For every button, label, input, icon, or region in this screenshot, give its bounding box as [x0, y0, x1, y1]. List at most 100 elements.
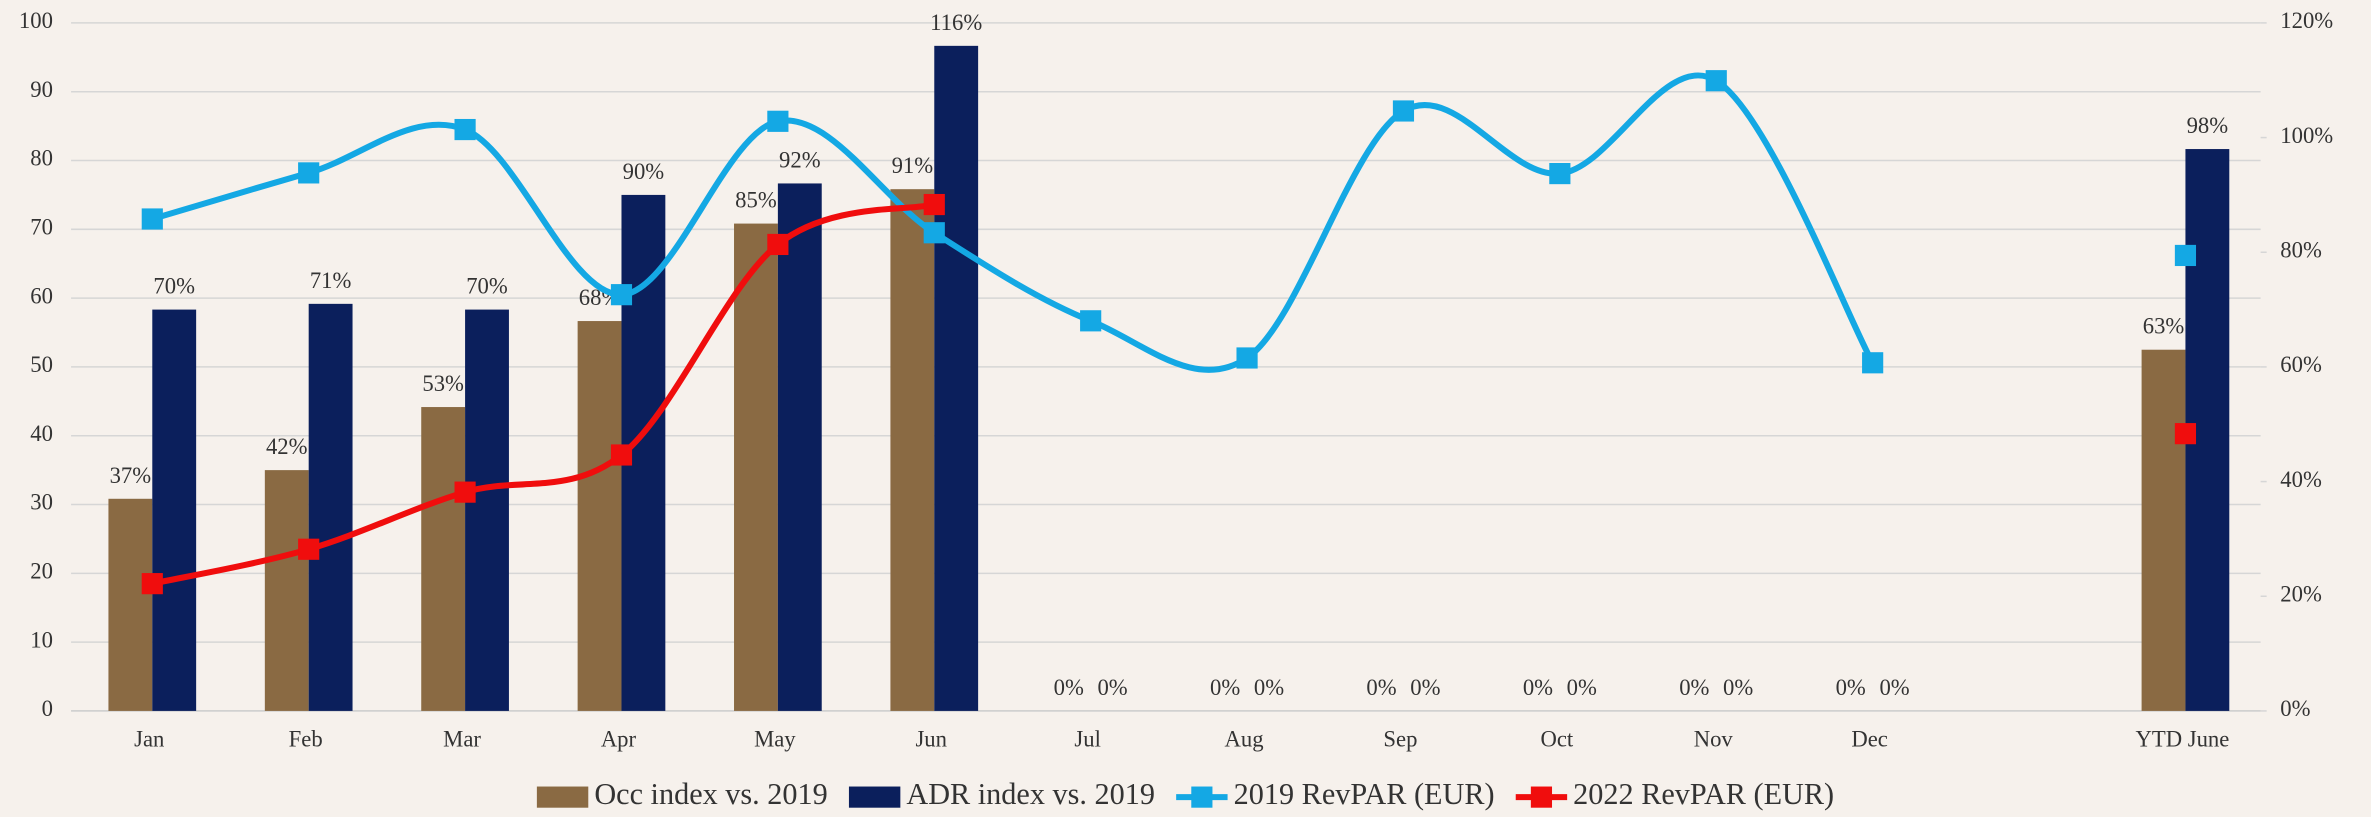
- bar: [308, 303, 353, 711]
- bar: [934, 45, 979, 711]
- data-label: 85%: [735, 188, 777, 213]
- legend: Occ index vs. 2019 ADR index vs. 2019 2019…: [536, 777, 1834, 811]
- data-label: 53%: [422, 371, 464, 396]
- legend-label: Occ index vs. 2019: [594, 777, 827, 811]
- point: [1236, 347, 1258, 369]
- point: [454, 118, 476, 141]
- y-tick-label: 100: [19, 8, 53, 33]
- x-tick-label: May: [754, 726, 796, 751]
- x-tick-label: Aug: [1225, 726, 1264, 751]
- point: [767, 233, 789, 256]
- bar: [2141, 349, 2186, 711]
- legend-item: 2022 RevPAR (EUR): [1515, 777, 1834, 811]
- bar: [108, 498, 153, 711]
- bar: [890, 189, 935, 711]
- y2-tick-label: 80%: [2280, 237, 2322, 262]
- legend-swatch: [536, 786, 589, 808]
- point: [1549, 163, 1571, 185]
- data-label: 98%: [2187, 113, 2229, 138]
- y-tick-label: 20: [30, 559, 53, 584]
- x-tick-label: Mar: [443, 726, 481, 751]
- point: [298, 162, 320, 184]
- bar: [264, 470, 309, 711]
- data-label: 92%: [779, 147, 821, 172]
- bar: [465, 309, 509, 711]
- data-label: 0%: [1879, 675, 1909, 700]
- y-tick-label: 90: [30, 77, 53, 102]
- legend-item: 2019 RevPAR (EUR): [1176, 777, 1495, 811]
- y2-tick-label: 120%: [2280, 8, 2333, 33]
- bar: [577, 321, 622, 711]
- point: [1862, 352, 1884, 374]
- data-label: 0%: [1836, 675, 1866, 700]
- data-label: 63%: [2143, 314, 2185, 339]
- point: [2174, 244, 2197, 267]
- data-label: 0%: [1097, 675, 1127, 700]
- y2-tick-label: 40%: [2280, 467, 2322, 492]
- data-label: 0%: [1723, 675, 1753, 700]
- legend-label: 2019 RevPAR (EUR): [1234, 777, 1495, 811]
- x-tick-label: Sep: [1383, 726, 1417, 751]
- data-label: 71%: [310, 268, 352, 293]
- x-tick-label: Jan: [134, 726, 164, 751]
- y-tick-label: 80: [30, 146, 53, 171]
- point: [141, 573, 163, 595]
- bar: [734, 223, 778, 711]
- y-tick-label: 50: [30, 352, 53, 377]
- point: [610, 284, 633, 306]
- data-label: 0%: [1210, 675, 1240, 700]
- point: [767, 110, 789, 132]
- x-tick-label: Jun: [915, 726, 947, 751]
- point: [298, 538, 320, 560]
- point: [923, 222, 945, 244]
- point: [1392, 100, 1415, 122]
- y-tick-label: 40: [30, 421, 53, 446]
- point: [923, 193, 945, 216]
- data-label: 70%: [466, 274, 508, 299]
- bar: [421, 407, 466, 711]
- y2-tick-label: 60%: [2280, 352, 2322, 377]
- bar: [777, 183, 822, 711]
- data-label: 0%: [1366, 675, 1396, 700]
- legend-label: 2022 RevPAR (EUR): [1573, 777, 1834, 811]
- data-label: 70%: [153, 274, 195, 299]
- data-label: 0%: [1523, 675, 1553, 700]
- point: [610, 444, 633, 466]
- data-label: 116%: [930, 10, 982, 35]
- y-tick-label: 10: [30, 627, 53, 652]
- y-tick-label: 0: [42, 696, 53, 721]
- x-tick-label: YTD June: [2136, 726, 2230, 751]
- point: [1080, 310, 1102, 332]
- y-tick-label: 60: [30, 283, 53, 308]
- data-label: 0%: [1410, 675, 1440, 700]
- data-label: 0%: [1254, 675, 1284, 700]
- legend-item: ADR index vs. 2019: [848, 777, 1155, 811]
- point: [1705, 70, 1727, 92]
- y-tick-label: 30: [30, 490, 53, 515]
- x-tick-label: Apr: [601, 726, 637, 751]
- data-label: 37%: [110, 463, 152, 488]
- legend-swatch: [1191, 786, 1213, 808]
- legend-swatch: [848, 786, 901, 808]
- data-label: 90%: [623, 159, 665, 184]
- x-tick-label: Feb: [289, 726, 323, 751]
- legend-label: ADR index vs. 2019: [906, 777, 1155, 811]
- data-label: 42%: [266, 434, 308, 459]
- x-tick-label: Jul: [1074, 726, 1100, 751]
- point: [2174, 423, 2197, 445]
- point: [141, 208, 163, 230]
- data-label: 0%: [1054, 675, 1084, 700]
- x-tick-label: Oct: [1540, 726, 1573, 751]
- data-label: 0%: [1679, 675, 1709, 700]
- point: [454, 481, 476, 503]
- legend-item: Occ index vs. 2019: [536, 777, 828, 811]
- y2-tick-label: 0%: [2280, 696, 2310, 721]
- y-tick-label: 70: [30, 215, 53, 240]
- data-label: 91%: [892, 153, 934, 178]
- y2-tick-label: 20%: [2280, 581, 2322, 606]
- x-tick-label: Dec: [1851, 726, 1888, 751]
- y2-tick-label: 100%: [2280, 123, 2333, 148]
- x-tick-label: Nov: [1694, 726, 1734, 751]
- bar: [152, 309, 197, 711]
